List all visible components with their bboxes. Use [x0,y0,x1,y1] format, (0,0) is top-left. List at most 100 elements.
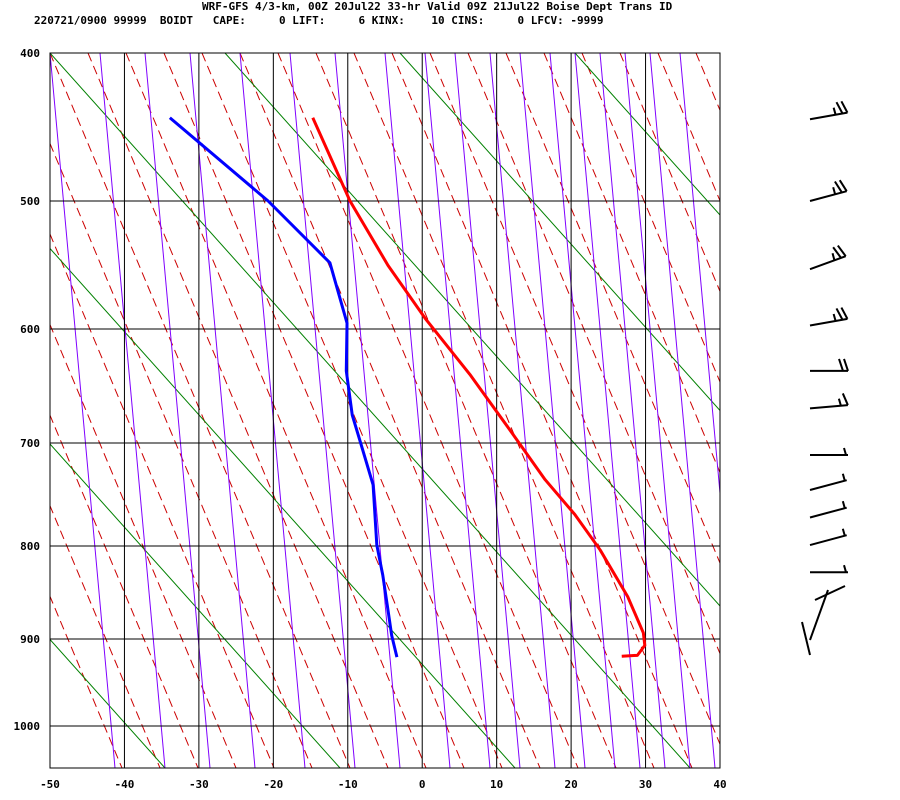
mixing-ratio-line [489,53,556,768]
mixing-ratio-line [189,53,256,768]
moist-adiabat [353,53,655,768]
plot-frame [49,52,721,769]
barb-half [832,187,837,195]
moist-adiabat [50,504,161,768]
moist-adiabat [581,53,720,384]
y-tick-label: 400 [20,47,40,60]
x-tick-label: 10 [490,778,503,791]
dry-adiabat [574,53,720,216]
x-tick-label: -40 [115,778,135,791]
moist-adiabat [657,53,720,203]
dry-adiabat [50,53,691,768]
mixing-ratio-line [454,53,521,768]
moist-adiabat [50,142,313,768]
x-tick-label: 30 [639,778,652,791]
moist-adiabat [201,53,503,768]
wind-barb [810,447,848,457]
barb-staff [809,255,847,271]
moist-adiabat [429,53,720,746]
moist-adiabat [50,323,237,768]
y-tick-label: 1000 [14,720,41,733]
moist-adiabat [391,53,693,768]
barb-full [840,307,849,320]
wind-barb-surface [809,589,829,641]
barb-staff [809,534,847,547]
moist-adiabat [50,595,123,768]
mixing-ratio-line [649,53,716,768]
barb-full [838,179,848,192]
barb-half [841,528,846,536]
mixing-ratio-line [384,53,451,768]
barb-half [841,500,846,509]
y-tick-label: 800 [20,540,40,553]
barb-half [831,253,836,261]
wind-barb [809,244,847,271]
barb-half [843,447,847,456]
mixing-ratio-line [289,53,356,768]
mixing-ratio-line [334,53,401,768]
moist-adiabat [619,53,720,293]
moist-adiabat [315,53,617,768]
barb-half [832,313,837,322]
barb-half [837,398,842,406]
dry-adiabat [50,638,166,768]
mixing-ratio-line [424,53,491,768]
dry-adiabat [50,443,341,768]
barb-full [837,244,847,257]
dry-adiabat [224,53,720,607]
moist-adiabat [734,53,900,768]
moist-adiabat [505,53,720,565]
barb-staff [809,404,848,410]
x-tick-label: -10 [338,778,358,791]
wind-barb [809,393,849,410]
wind-barb [809,500,847,519]
moist-adiabat [50,413,199,768]
y-tick-label: 600 [20,323,40,336]
temperature-profile [311,117,647,658]
barb-full [843,358,849,372]
mixing-ratio-line [599,53,666,768]
barb-half [843,564,847,573]
mixing-ratio-line [99,53,166,768]
barb-staff [809,479,847,491]
wind-barb [809,528,847,547]
wind-barb [810,564,848,574]
x-tick-label: -30 [189,778,209,791]
barb-staff [809,317,848,327]
mixing-ratio-line [679,53,720,499]
moist-adiabat [163,53,465,768]
x-tick-label: -20 [263,778,283,791]
wind-barb [809,100,849,121]
y-tick-label: 900 [20,633,40,646]
barb-staff [809,111,848,121]
x-tick-label: 40 [713,778,726,791]
moist-adiabat [277,53,579,768]
dewpoint-profile [168,116,399,658]
x-tick-label: 20 [564,778,577,791]
x-tick-label: 0 [419,778,426,791]
mixing-ratio-line [624,53,691,768]
barb-half [832,107,837,115]
barb-half [841,473,846,481]
dry-adiabat [399,53,720,412]
chart-title: WRF-GFS 4/3-km, 00Z 20Jul22 33-hr Valid … [202,0,673,13]
moist-adiabat [543,53,720,474]
dry-adiabat [50,247,516,768]
moist-adiabat [87,53,389,768]
moist-adiabat [467,53,720,655]
wind-barb [809,179,848,202]
indices-line: 220721/0900 99999 BOIDT CAPE: 0 LIFT: 6 … [34,14,604,27]
barb-staff [809,190,847,202]
barb-staff [809,506,847,519]
x-tick-label: -50 [40,778,60,791]
barb-full [840,100,849,114]
mixing-ratio-line [574,53,641,768]
barb-full [835,101,844,114]
wind-barb-surface [801,621,811,656]
mixing-ratio-line [50,53,116,768]
wind-barb-surface [814,585,846,601]
moist-adiabat [695,53,720,112]
y-tick-label: 500 [20,195,40,208]
